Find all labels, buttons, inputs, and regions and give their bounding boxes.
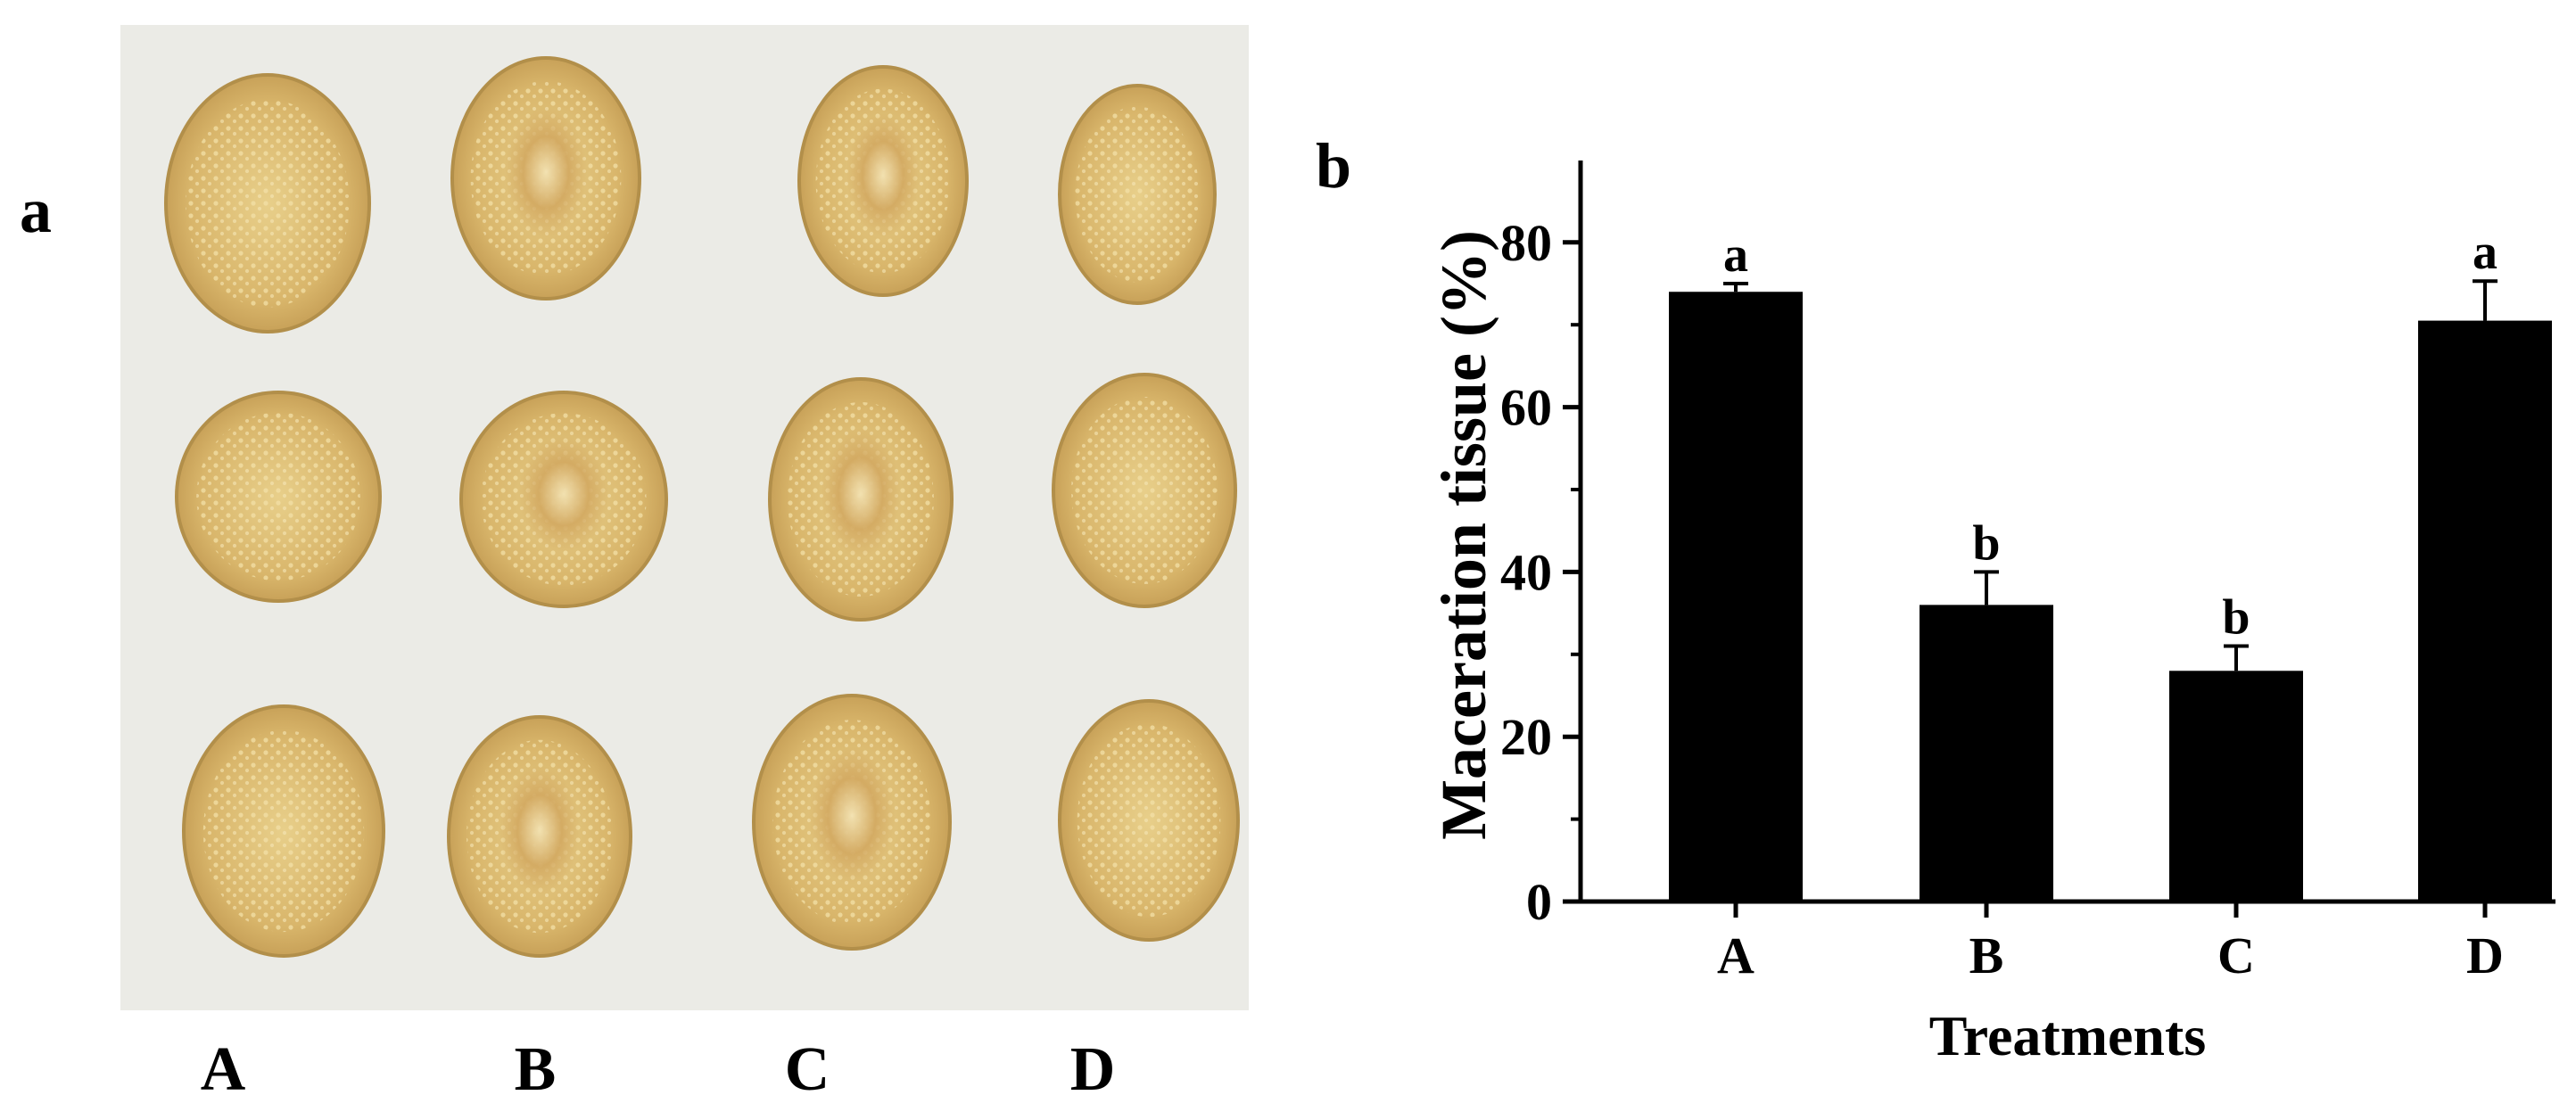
significance-label-b: b <box>1972 515 2000 571</box>
bar-c <box>2169 671 2303 902</box>
bar-b <box>1920 605 2053 902</box>
photo-column-label-c: C <box>784 1035 830 1104</box>
x-tick-label-a: A <box>1717 926 1754 984</box>
potato-slice-b-3 <box>447 715 632 958</box>
potato-slice-a-1 <box>164 73 371 334</box>
y-tick-label-40: 40 <box>1500 543 1552 601</box>
significance-label-c: b <box>2222 590 2250 646</box>
potato-slices-photo <box>120 25 1249 1010</box>
significance-label-d: a <box>2473 225 2498 280</box>
photo-column-label-a: A <box>200 1035 246 1104</box>
bar-a <box>1669 292 1803 902</box>
panel-b-label: b <box>1316 130 1352 202</box>
potato-slice-d-1 <box>1058 84 1217 305</box>
panel-a-label: a <box>20 175 52 246</box>
potato-slice-c-1 <box>797 65 969 297</box>
x-tick-label-b: B <box>1969 926 2004 984</box>
y-tick-label-20: 20 <box>1500 708 1552 766</box>
potato-slice-c-2 <box>768 377 954 622</box>
potato-slice-a-3 <box>182 704 385 958</box>
y-tick-label-0: 0 <box>1526 873 1552 931</box>
potato-slice-c-3 <box>752 694 952 951</box>
y-tick-label-60: 60 <box>1500 379 1552 437</box>
potato-slice-d-2 <box>1052 373 1237 608</box>
photo-column-label-d: D <box>1069 1035 1116 1104</box>
x-tick-label-d: D <box>2466 926 2504 984</box>
y-axis-title: Maceration tissue (%) <box>1428 230 1499 840</box>
bar-d <box>2418 320 2552 902</box>
maceration-bar-chart: 0 20 40 60 80 a Ab Bb Ca D Treatments Maceration ti… <box>1428 161 2555 1067</box>
significance-label-a: a <box>1723 227 1748 283</box>
x-tick-label-c: C <box>2217 926 2255 984</box>
potato-slice-b-1 <box>450 56 641 301</box>
x-axis-title: Treatments <box>1929 1004 2206 1067</box>
y-tick-label-80: 80 <box>1500 214 1552 272</box>
photo-panel: a A B C D <box>0 0 1267 1120</box>
potato-slice-a-2 <box>175 391 382 603</box>
potato-slice-b-2 <box>459 391 668 608</box>
potato-slice-d-3 <box>1058 699 1240 942</box>
photo-column-label-b: B <box>514 1035 557 1104</box>
